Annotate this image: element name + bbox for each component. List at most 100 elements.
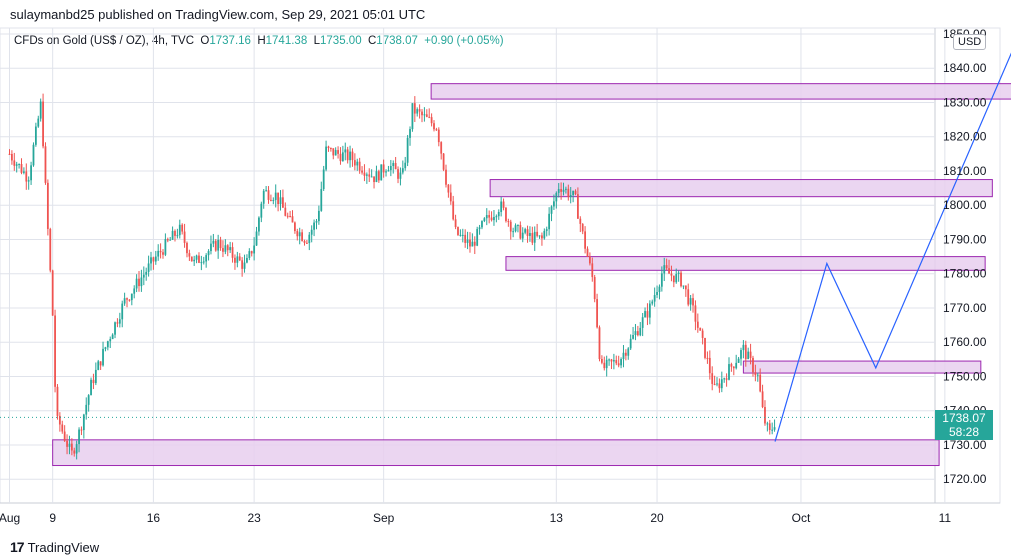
candle-body bbox=[238, 256, 241, 261]
zone-rect[interactable] bbox=[505, 256, 986, 271]
candle-body bbox=[356, 161, 359, 166]
candle-body bbox=[70, 443, 73, 451]
candle-body bbox=[447, 184, 450, 193]
candle-body bbox=[22, 171, 25, 173]
candle-body bbox=[258, 217, 260, 232]
candle-body bbox=[327, 146, 330, 148]
candle-body bbox=[317, 210, 320, 222]
projection-line[interactable] bbox=[774, 27, 1011, 442]
candle-body bbox=[493, 217, 495, 221]
candle-body bbox=[8, 153, 11, 155]
candle-body bbox=[375, 171, 378, 183]
candle-body bbox=[20, 164, 23, 173]
candle-body bbox=[481, 221, 483, 228]
candle-body bbox=[600, 358, 603, 363]
candle-body bbox=[680, 272, 682, 287]
candle-body bbox=[329, 147, 332, 149]
candle-body bbox=[668, 268, 670, 274]
candle-body bbox=[716, 383, 718, 385]
candle-body bbox=[550, 206, 553, 214]
candle-body bbox=[94, 369, 97, 384]
candle-body bbox=[42, 101, 44, 147]
candle-body bbox=[10, 153, 13, 161]
candle-body bbox=[18, 164, 20, 166]
candle-body bbox=[629, 338, 632, 349]
candle-body bbox=[272, 199, 275, 201]
zone-rect[interactable] bbox=[742, 360, 982, 374]
candle-body bbox=[214, 240, 217, 251]
candle-body bbox=[488, 215, 491, 218]
candle-body bbox=[740, 350, 742, 359]
candle-body bbox=[699, 327, 702, 331]
candle-body bbox=[219, 239, 222, 249]
candle-body bbox=[58, 415, 61, 425]
candle-body bbox=[174, 230, 176, 236]
candle-body bbox=[581, 223, 584, 232]
candle-body bbox=[423, 114, 426, 116]
candle-body bbox=[584, 231, 586, 249]
candle-body bbox=[519, 225, 522, 239]
candle-body bbox=[145, 271, 148, 275]
zone-rect[interactable] bbox=[52, 439, 940, 467]
candle-body bbox=[684, 285, 687, 290]
x-tick-label: 9 bbox=[49, 511, 56, 525]
currency-badge[interactable]: USD bbox=[953, 34, 987, 50]
candle-body bbox=[718, 383, 721, 389]
candle-body bbox=[202, 261, 205, 263]
candle-body bbox=[56, 386, 59, 416]
candle-body bbox=[399, 172, 402, 179]
candle-body bbox=[670, 273, 673, 276]
candle-body bbox=[236, 256, 239, 263]
candle-body bbox=[392, 163, 395, 167]
candle-body bbox=[313, 222, 315, 230]
candle-body bbox=[116, 322, 119, 324]
candle-body bbox=[15, 164, 18, 166]
candle-body bbox=[653, 295, 656, 302]
candle-body bbox=[34, 126, 37, 145]
candle-body bbox=[543, 230, 546, 239]
candle-body bbox=[73, 450, 76, 454]
candle-body bbox=[337, 150, 339, 154]
candle-body bbox=[766, 423, 769, 425]
candle-body bbox=[514, 225, 517, 232]
projection-path[interactable] bbox=[774, 27, 1011, 442]
publisher-text: sulaymanbd25 published on TradingView.co… bbox=[10, 7, 426, 22]
candle-body bbox=[291, 216, 294, 223]
zone-rect[interactable] bbox=[489, 179, 993, 198]
candle-body bbox=[130, 293, 133, 301]
candle-body bbox=[229, 247, 232, 251]
candle-body bbox=[639, 327, 642, 336]
candle-body bbox=[198, 255, 200, 263]
candle-body bbox=[183, 231, 186, 243]
candle-body bbox=[394, 163, 397, 170]
candle-body bbox=[325, 146, 327, 170]
candle-body bbox=[51, 270, 54, 316]
candle-body bbox=[401, 168, 404, 173]
candle-body bbox=[723, 378, 726, 380]
candle-body bbox=[46, 182, 49, 229]
candle-body bbox=[732, 366, 735, 369]
zone-rect[interactable] bbox=[430, 83, 1011, 100]
candle-body bbox=[150, 257, 152, 264]
zones[interactable] bbox=[52, 83, 1011, 467]
x-tick-label: Aug bbox=[0, 511, 20, 525]
candle-body bbox=[25, 171, 28, 182]
candle-body bbox=[243, 262, 246, 269]
candle-body bbox=[692, 298, 694, 306]
candle-body bbox=[737, 358, 740, 363]
candle-body bbox=[675, 273, 678, 283]
candle-body bbox=[430, 117, 433, 124]
last-price-value: 1738.07 bbox=[942, 411, 986, 425]
candle-body bbox=[433, 123, 435, 130]
candle-body bbox=[591, 263, 594, 278]
candle-body bbox=[231, 247, 234, 258]
candle-body bbox=[111, 334, 114, 340]
candle-body bbox=[672, 275, 675, 283]
candle-body bbox=[413, 103, 416, 114]
y-tick-label: 1840.00 bbox=[943, 61, 987, 75]
footer-brand: TradingView bbox=[27, 539, 100, 555]
y-tick-label: 1780.00 bbox=[943, 267, 987, 281]
candle-body bbox=[315, 221, 318, 223]
candle-body bbox=[440, 142, 443, 154]
